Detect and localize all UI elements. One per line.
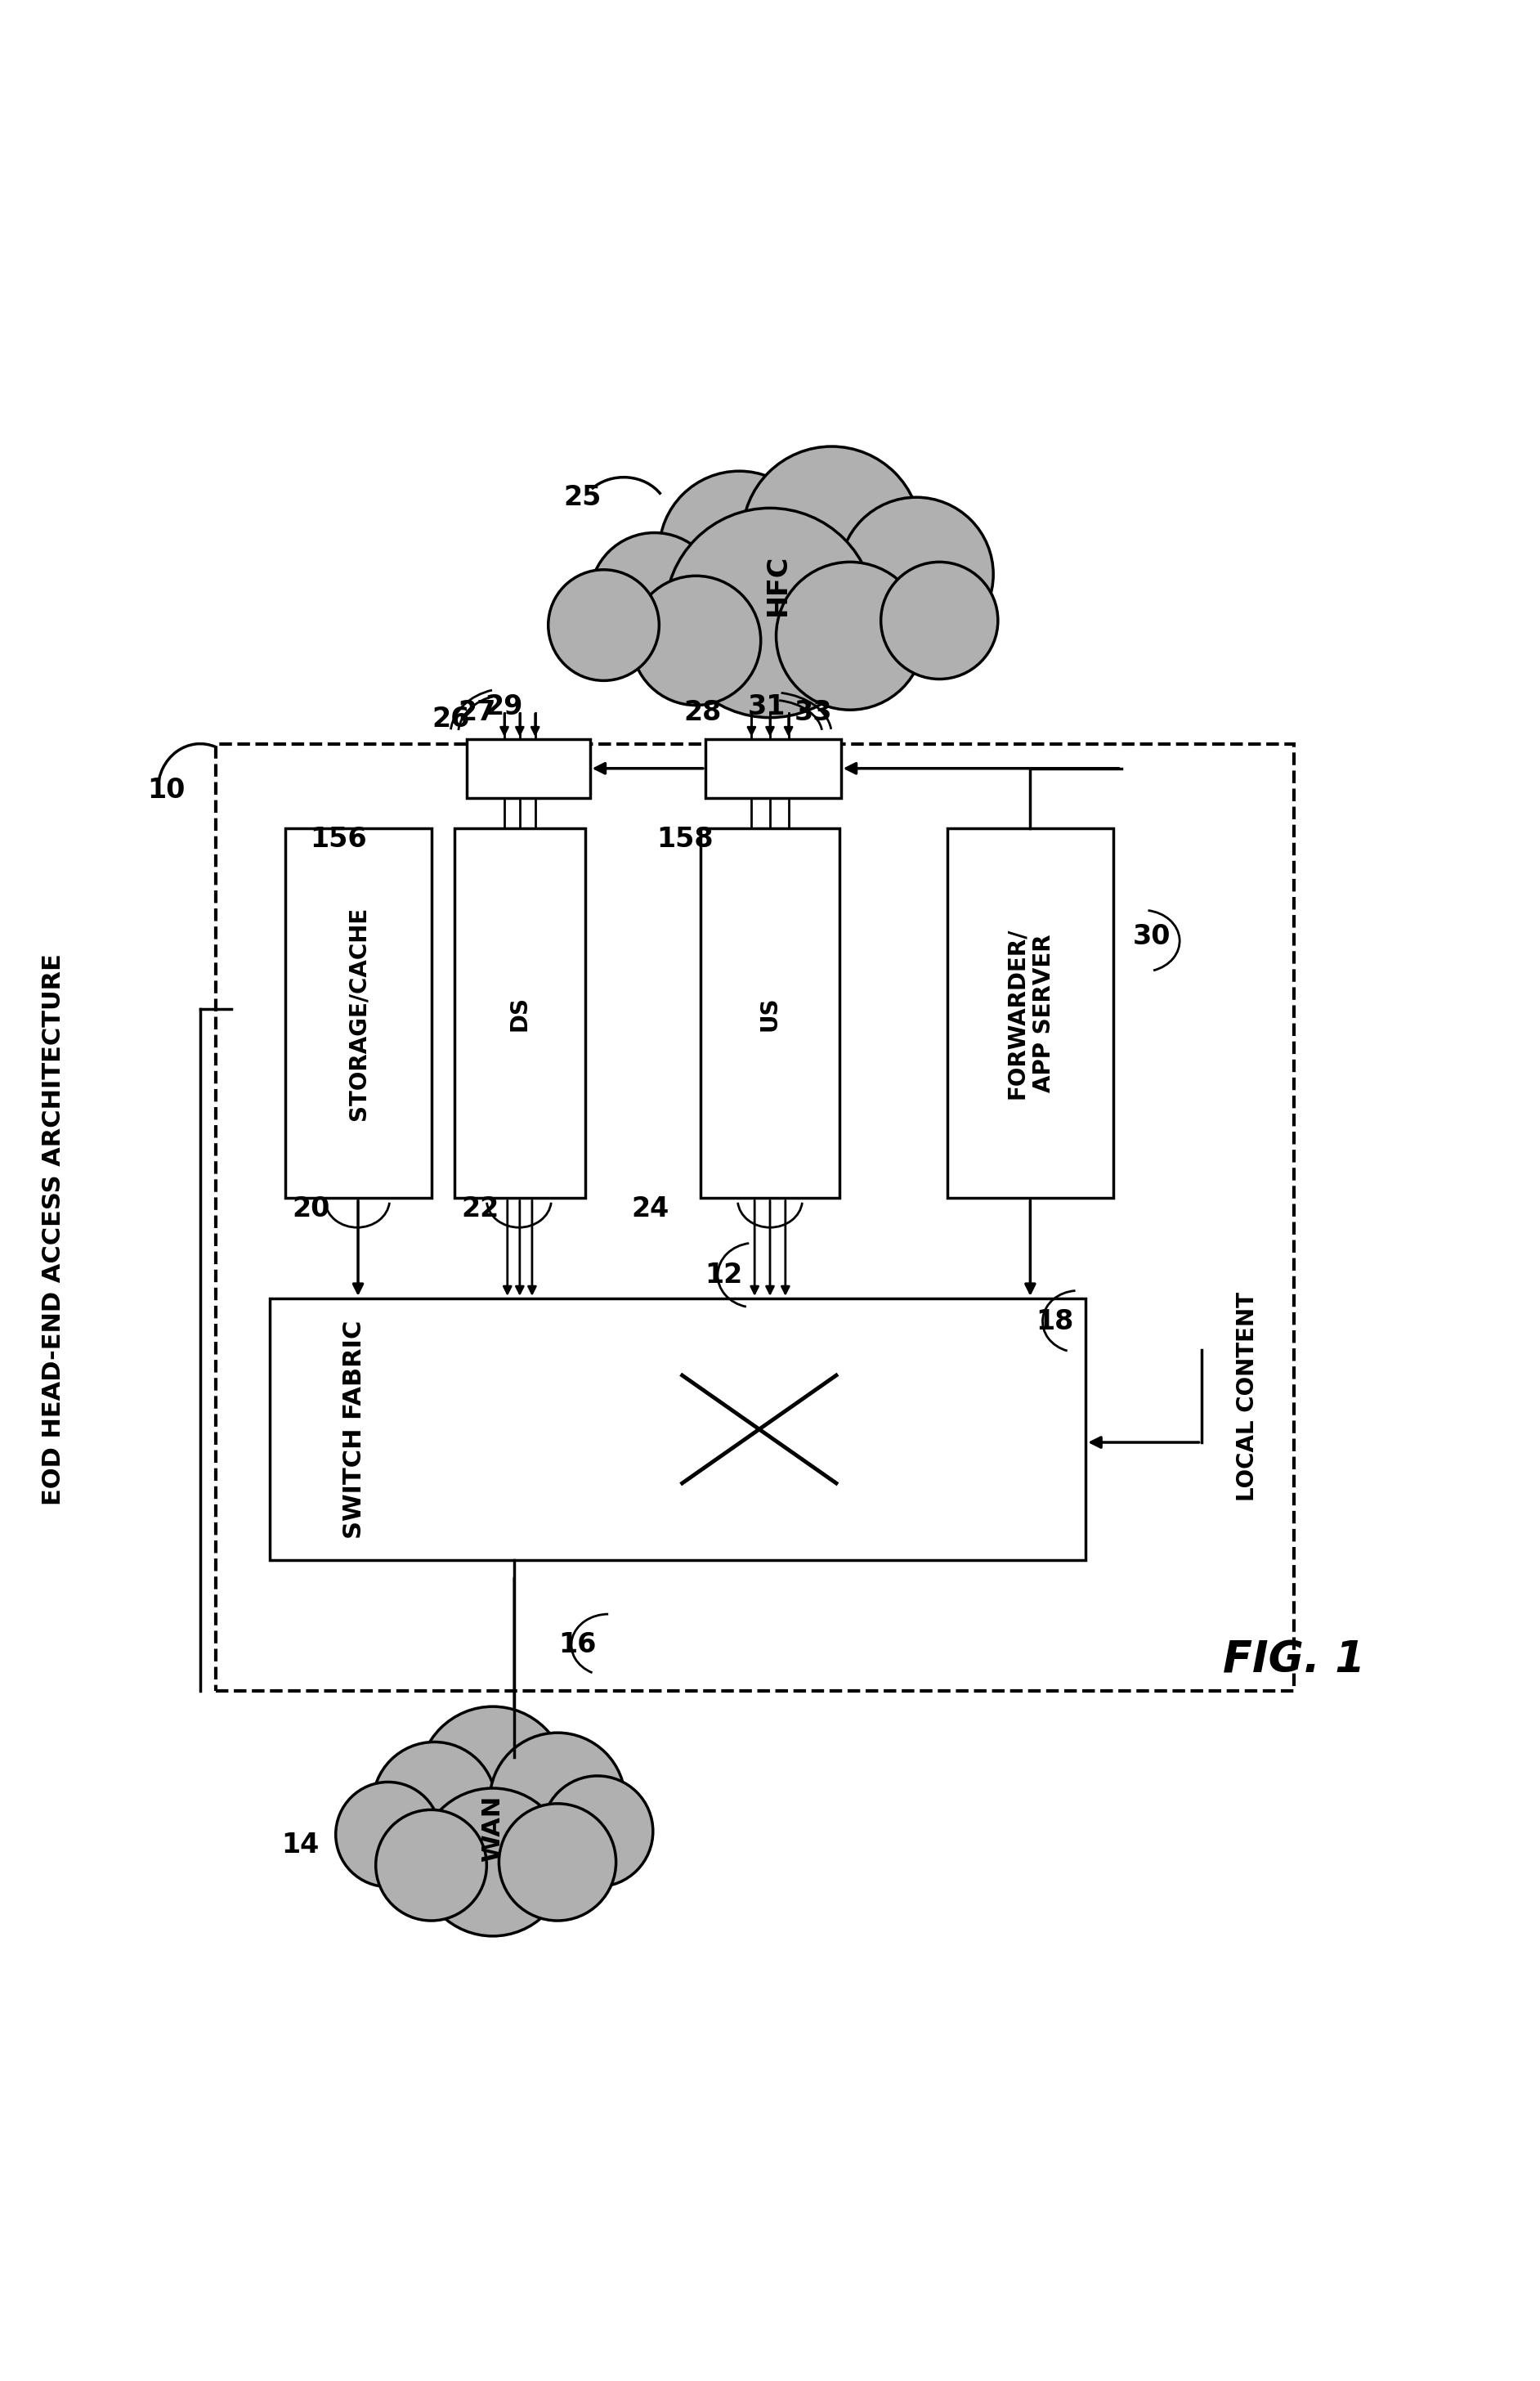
Text: LOCAL CONTENT: LOCAL CONTENT (1237, 1291, 1258, 1500)
Text: 27: 27 (459, 700, 496, 726)
Circle shape (742, 448, 921, 626)
Text: DS: DS (508, 995, 531, 1031)
Circle shape (419, 1788, 567, 1936)
Text: STORAGE/CACHE: STORAGE/CACHE (347, 907, 370, 1119)
Bar (701, 829, 839, 1198)
Text: 28: 28 (684, 700, 721, 726)
Text: 31: 31 (748, 693, 785, 721)
Circle shape (881, 562, 998, 679)
Circle shape (542, 1776, 653, 1886)
Text: 12: 12 (705, 1262, 742, 1288)
Circle shape (419, 1707, 567, 1855)
Text: 156: 156 (311, 826, 367, 852)
Text: FORWARDER/
APP SERVER: FORWARDER/ APP SERVER (1006, 929, 1055, 1100)
Text: 26: 26 (433, 705, 470, 733)
Bar (467, 738, 590, 798)
Circle shape (336, 1781, 440, 1886)
Bar (947, 829, 1113, 1198)
Circle shape (376, 1810, 487, 1921)
Circle shape (776, 562, 924, 710)
Circle shape (548, 569, 659, 681)
Text: 33: 33 (795, 700, 832, 726)
Bar (454, 829, 585, 1198)
Circle shape (665, 507, 875, 717)
Circle shape (490, 1733, 625, 1869)
Text: 18: 18 (1036, 1307, 1073, 1336)
Text: 30: 30 (1133, 924, 1170, 950)
Text: 158: 158 (658, 826, 713, 852)
Text: 20: 20 (293, 1195, 330, 1221)
Text: WAN: WAN (480, 1795, 505, 1862)
Text: 16: 16 (559, 1631, 596, 1660)
Text: 10: 10 (148, 776, 185, 802)
Bar (705, 738, 841, 798)
Circle shape (373, 1743, 496, 1864)
Text: 25: 25 (564, 483, 601, 512)
Circle shape (839, 498, 993, 652)
Text: US: US (759, 995, 781, 1031)
Bar (285, 829, 431, 1198)
Text: FIG. 1: FIG. 1 (1223, 1638, 1364, 1681)
Text: EOD HEAD-END ACCESS ARCHITECTURE: EOD HEAD-END ACCESS ARCHITECTURE (42, 952, 66, 1505)
Text: 14: 14 (282, 1831, 319, 1860)
Text: 24: 24 (631, 1195, 668, 1221)
Circle shape (659, 471, 819, 631)
Text: 22: 22 (462, 1195, 499, 1221)
Text: 29: 29 (485, 693, 522, 721)
Circle shape (499, 1802, 616, 1921)
Text: HFC: HFC (764, 555, 792, 617)
Circle shape (590, 533, 719, 662)
Bar (216, 743, 1294, 1691)
Circle shape (631, 576, 761, 705)
Text: SWITCH FABRIC: SWITCH FABRIC (342, 1319, 367, 1538)
Bar (270, 1298, 1086, 1560)
